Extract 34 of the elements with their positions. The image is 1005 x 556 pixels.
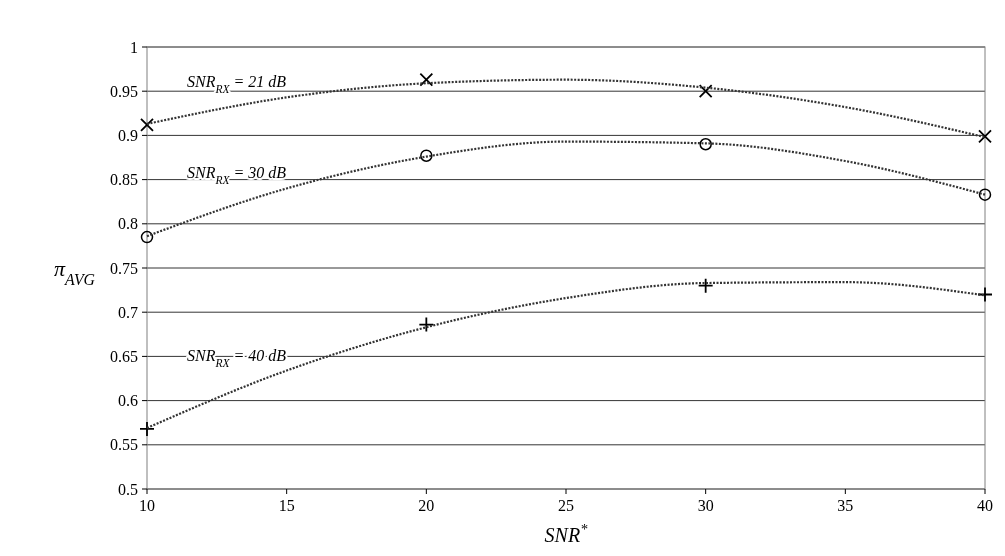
point (139, 420, 155, 437)
point (418, 316, 435, 333)
x-tick-label: 30 (697, 497, 714, 514)
y-tick-label: 0.7 (118, 303, 138, 321)
point (699, 137, 712, 151)
point (140, 117, 154, 132)
x-tick-label: 20 (418, 497, 435, 514)
point (140, 230, 154, 244)
point (419, 72, 434, 87)
x-axis-title: SNR$^{*}$ (544, 521, 589, 546)
y-tick-label: 0.55 (110, 436, 138, 454)
y-tick-label: 0.75 (110, 259, 138, 277)
point (978, 129, 992, 144)
x-tick-label: 35 (837, 497, 854, 514)
point (697, 277, 714, 294)
point (698, 84, 713, 99)
series-label: SNR$_{RX}$ = 21 dB (187, 73, 287, 96)
point (420, 149, 433, 162)
line-series (145, 281, 987, 430)
x-tick-label: 10 (139, 497, 155, 514)
y-tick-label: 0.9 (118, 127, 138, 144)
x-tick-label: 25 (558, 497, 574, 514)
y-tick-label: 0.5 (118, 480, 138, 498)
x-tick-label: 40 (977, 497, 993, 514)
y-tick-label: 0.85 (110, 171, 138, 189)
point (977, 286, 993, 303)
y-tick-label: 0.8 (118, 215, 138, 233)
x-tick-label: 15 (278, 497, 295, 514)
y-tick-label: 1 (130, 38, 138, 56)
point (978, 188, 992, 201)
y-tick-label: 0.65 (110, 348, 138, 365)
y-tick-label: 0.95 (110, 82, 138, 100)
y-axis-title: π$_{AVG}$ (53, 255, 96, 288)
y-tick-label: 0.6 (118, 392, 138, 410)
